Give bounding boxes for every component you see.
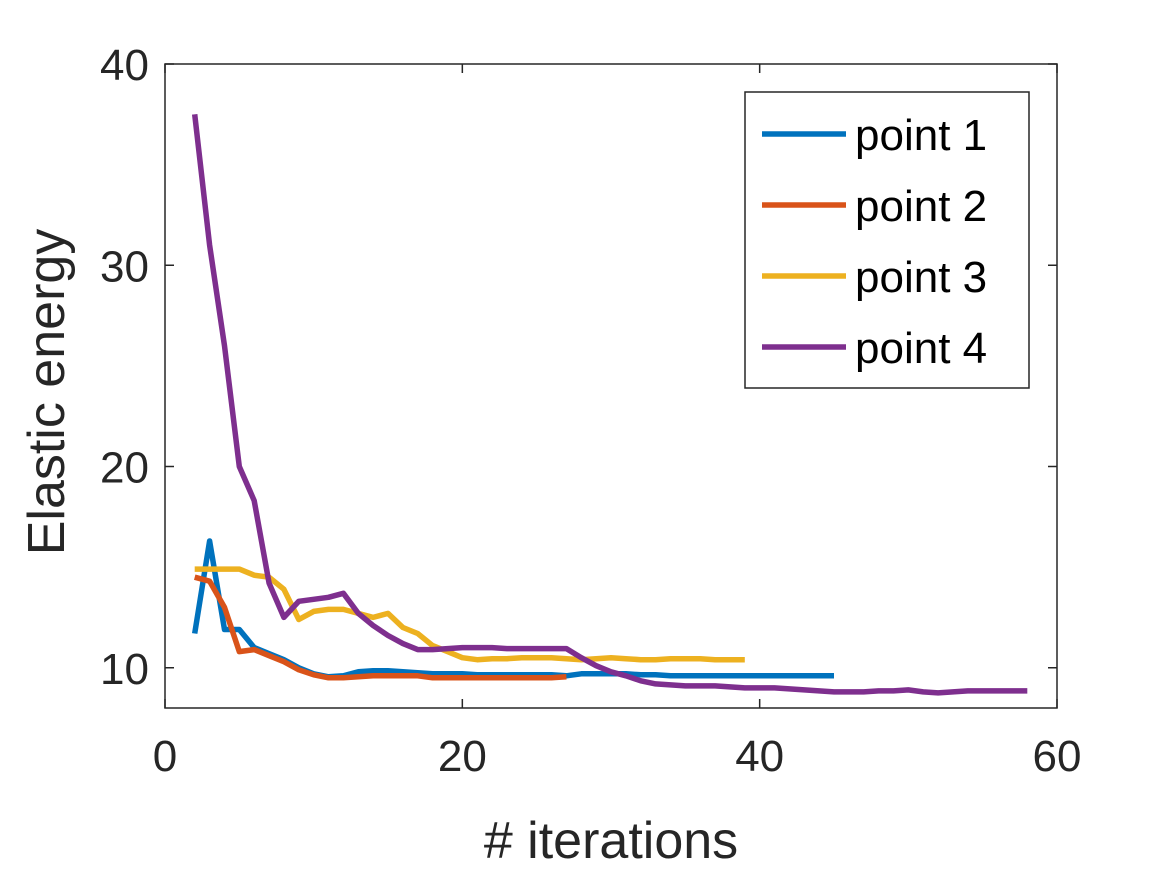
x-tick-label: 60 xyxy=(1033,732,1082,781)
series-line-4 xyxy=(191,113,1028,696)
legend-label-1: point 1 xyxy=(855,111,987,160)
x-tick-labels: 0 20 40 60 xyxy=(153,732,1082,781)
x-axis-label: # iterations xyxy=(484,812,738,870)
y-tick-labels: 10 20 30 40 xyxy=(100,41,149,694)
series-line-3 xyxy=(194,566,745,663)
y-tick-label: 20 xyxy=(100,444,149,493)
y-tick-label: 40 xyxy=(100,41,149,90)
y-tick-label: 10 xyxy=(100,645,149,694)
series-line-2 xyxy=(193,574,567,681)
tick-marks xyxy=(164,63,1058,708)
x-tick-label: 20 xyxy=(438,732,487,781)
plot-area xyxy=(164,63,1058,709)
legend-label-4: point 4 xyxy=(855,324,987,373)
legend-frame xyxy=(744,91,1030,389)
x-tick-label: 0 xyxy=(153,732,177,781)
plot-frame xyxy=(164,63,1058,709)
legend-label-3: point 3 xyxy=(855,253,987,302)
y-axis-label: Elastic energy xyxy=(18,229,76,556)
legend-label-2: point 2 xyxy=(855,182,987,231)
x-tick-label: 40 xyxy=(735,732,784,781)
y-tick-label: 30 xyxy=(100,242,149,291)
legend: point 1 point 2 point 3 point 4 xyxy=(744,91,1030,389)
series-lines xyxy=(191,113,1028,696)
